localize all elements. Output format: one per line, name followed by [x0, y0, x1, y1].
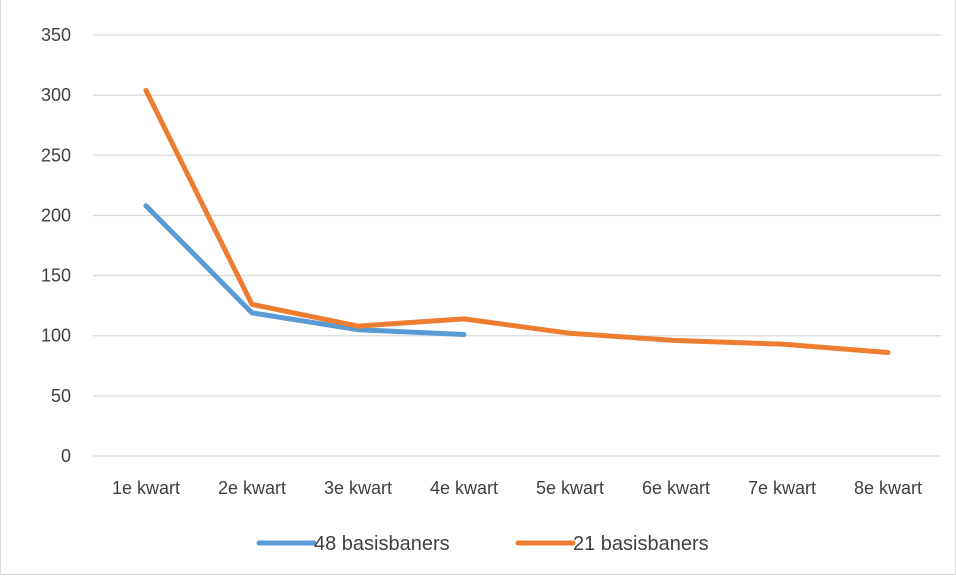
- y-tick-label: 300: [41, 85, 71, 105]
- y-tick-label: 100: [41, 326, 71, 346]
- x-axis-ticks: 1e kwart 2e kwart 3e kwart 4e kwart 5e kwart…: [112, 478, 922, 498]
- x-tick-label: 3e kwart: [324, 478, 392, 498]
- series-line: [143, 203, 467, 338]
- y-axis-ticks: 0 50 100 150 200 250 300 350: [41, 25, 71, 466]
- y-tick-label: 350: [41, 25, 71, 45]
- y-tick-label: 250: [41, 145, 71, 165]
- y-tick-label: 50: [51, 386, 71, 406]
- y-tick-label: 0: [61, 446, 71, 466]
- legend-label: 48 basisbaners: [314, 533, 450, 555]
- y-tick-label: 150: [41, 266, 71, 286]
- x-tick-label: 1e kwart: [112, 478, 180, 498]
- x-tick-label: 6e kwart: [642, 478, 710, 498]
- x-tick-label: 8e kwart: [854, 478, 922, 498]
- legend-label: 21 basisbaners: [573, 533, 709, 555]
- y-tick-label: 200: [41, 205, 71, 225]
- x-tick-label: 4e kwart: [430, 478, 498, 498]
- x-tick-label: 7e kwart: [748, 478, 816, 498]
- legend: 48 basisbaners 21 basisbaners: [256, 533, 709, 555]
- series-lines: [143, 87, 891, 356]
- x-tick-label: 5e kwart: [536, 478, 604, 498]
- x-tick-label: 2e kwart: [218, 478, 286, 498]
- series-line: [143, 87, 891, 356]
- gridlines: [93, 34, 941, 457]
